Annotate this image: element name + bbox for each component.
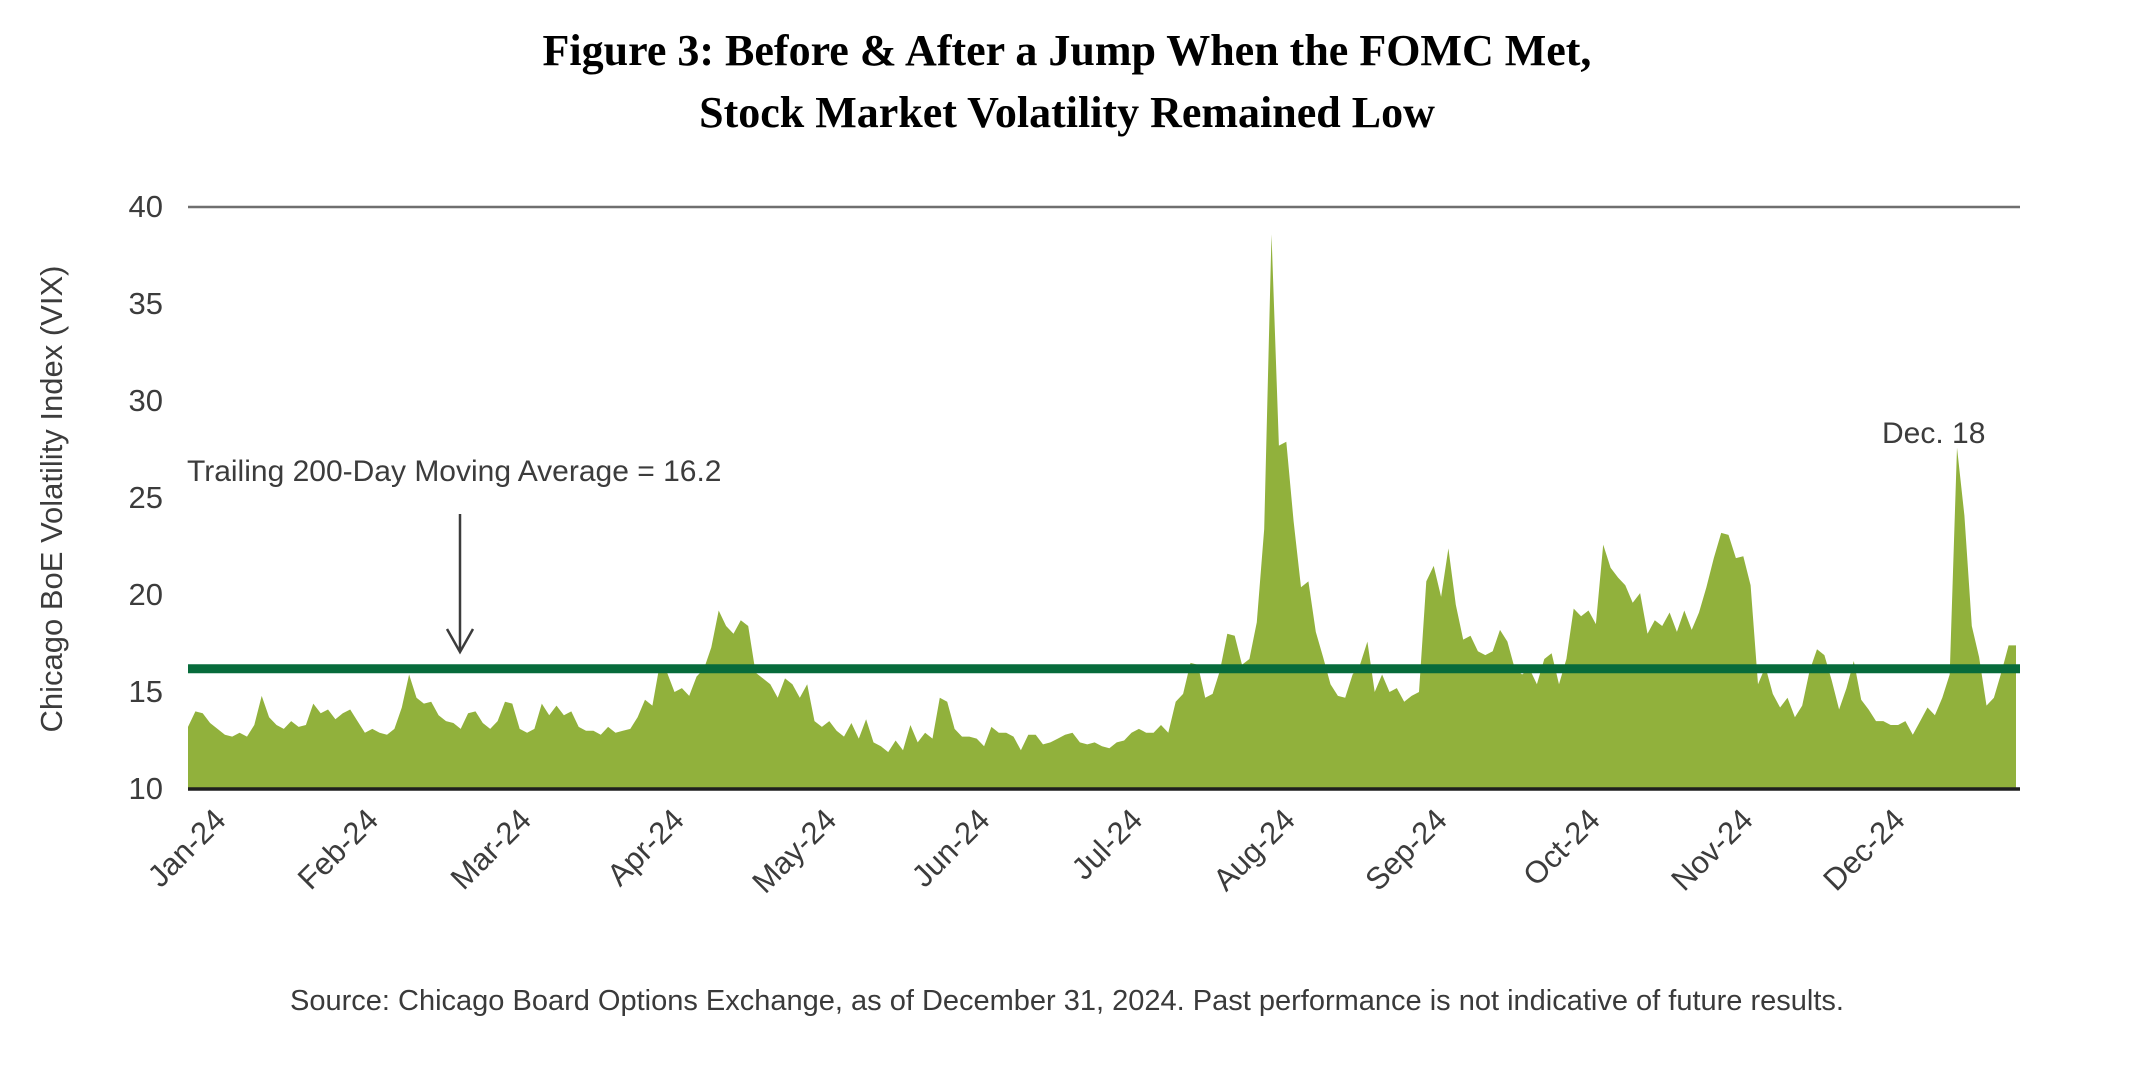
chart-title: Figure 3: Before & After a Jump When the… xyxy=(0,20,2134,145)
y-tick-label: 15 xyxy=(128,674,163,709)
y-tick-label: 30 xyxy=(128,383,163,418)
moving-average-annotation: Trailing 200-Day Moving Average = 16.2 xyxy=(187,455,722,488)
vix-area-series xyxy=(188,234,2016,789)
y-tick-label: 25 xyxy=(128,480,163,515)
chart-title-line2: Stock Market Volatility Remained Low xyxy=(699,88,1435,138)
annotation-arrowhead xyxy=(445,628,475,655)
y-tick-label: 10 xyxy=(128,771,163,806)
y-tick-label: 40 xyxy=(128,189,163,224)
dec-18-annotation: Dec. 18 xyxy=(1882,417,1986,450)
y-tick-label: 35 xyxy=(128,286,163,321)
source-note: Source: Chicago Board Options Exchange, … xyxy=(290,985,1844,1017)
chart-title-line1: Figure 3: Before & After a Jump When the… xyxy=(542,26,1592,75)
y-tick-label: 20 xyxy=(128,577,163,612)
